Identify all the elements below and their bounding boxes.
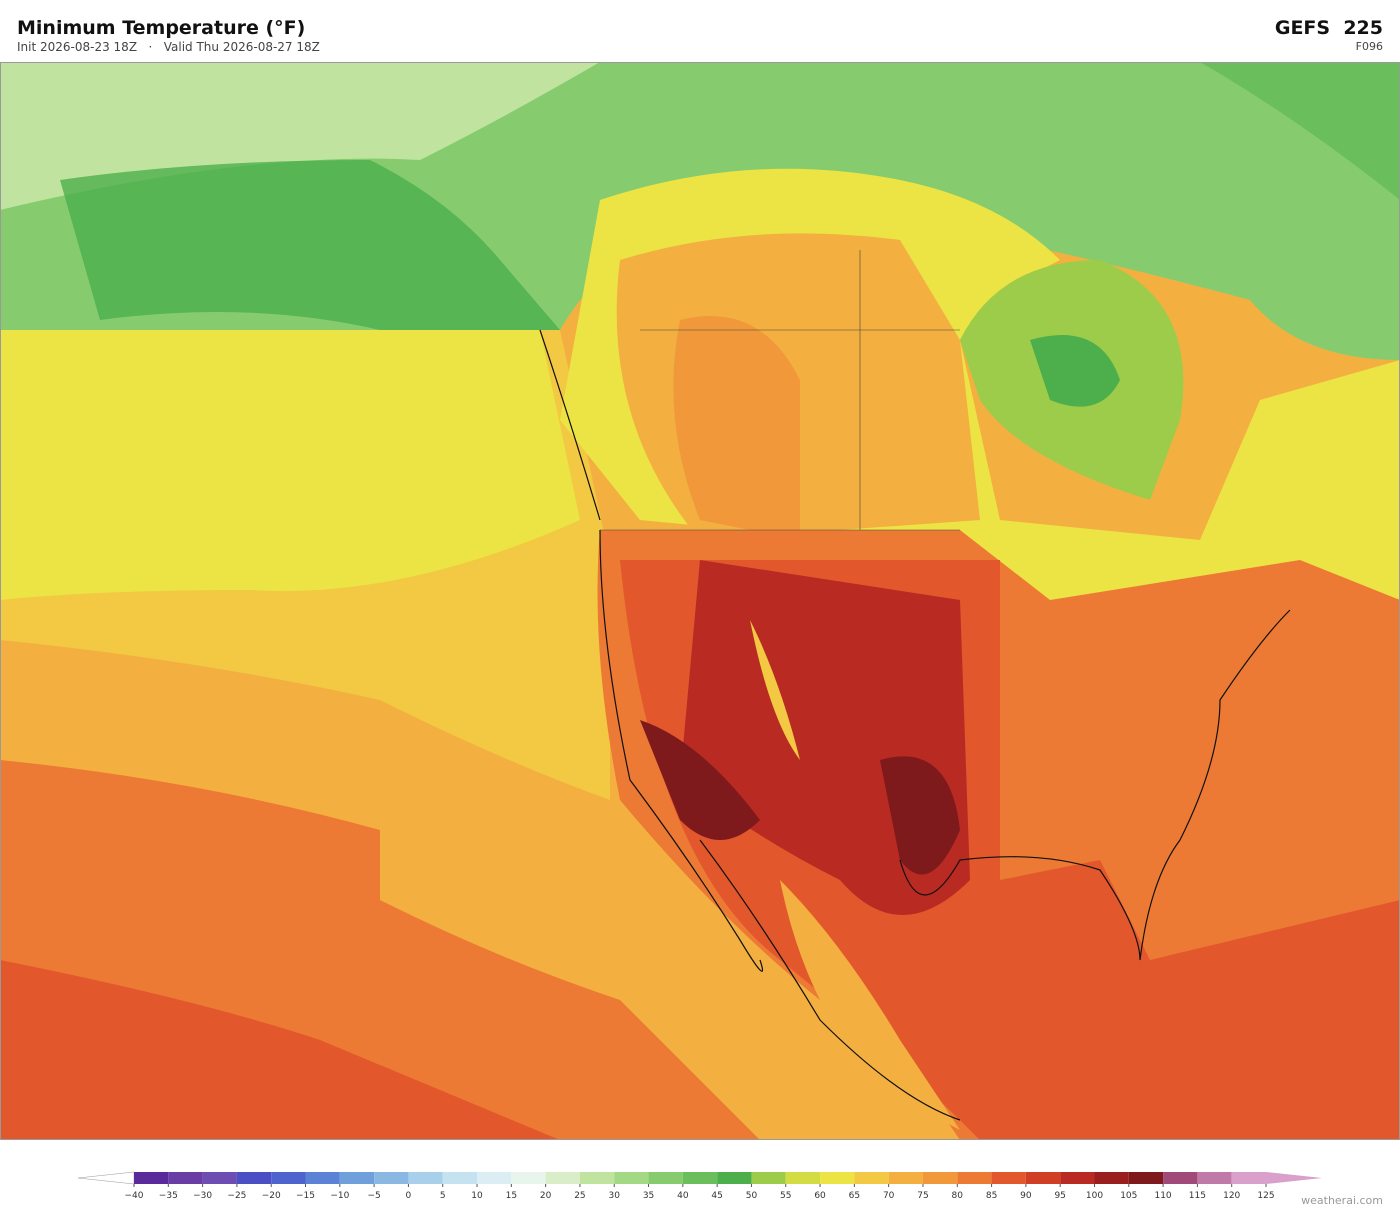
- colorbar-tick-label: 55: [780, 1191, 791, 1201]
- colorbar-tick-label: −40: [125, 1191, 144, 1201]
- color-bin: [1060, 1172, 1095, 1184]
- colorbar-tick-label: 0: [406, 1191, 412, 1201]
- color-bin: [1094, 1172, 1129, 1184]
- color-bin: [168, 1172, 203, 1184]
- colorbar-tick-label: 40: [677, 1191, 689, 1201]
- colorbar-tick-label: 105: [1120, 1191, 1137, 1201]
- colorbar-tick-label: 95: [1054, 1191, 1065, 1201]
- color-bin: [339, 1172, 375, 1184]
- colorbar-tick-label: 50: [746, 1191, 758, 1201]
- subtitle: Init 2026-08-23 18Z · Valid Thu 2026-08-…: [17, 40, 320, 54]
- color-bin: [477, 1172, 512, 1184]
- colorbar-over: [1266, 1172, 1322, 1184]
- colorbar-tick-label: 5: [440, 1191, 446, 1201]
- forecast-hour: F096: [1356, 40, 1383, 53]
- colorbar-tick-label: 70: [883, 1191, 895, 1201]
- colorbar-tick-label: 45: [711, 1191, 722, 1201]
- color-bin: [1128, 1172, 1164, 1184]
- color-bin: [1163, 1172, 1198, 1184]
- colorbar-tick-label: 75: [917, 1191, 928, 1201]
- color-bin: [271, 1172, 306, 1184]
- color-bin: [442, 1172, 478, 1184]
- map: [0, 62, 1400, 1140]
- color-bin: [648, 1172, 683, 1184]
- colorbar-tick-label: 120: [1223, 1191, 1240, 1201]
- colorbar-tick-label: −25: [227, 1191, 246, 1201]
- colorbar-tick-label: 25: [574, 1191, 585, 1201]
- color-bin: [374, 1172, 409, 1184]
- color-bin: [682, 1172, 718, 1184]
- colorbar-tick-label: 20: [540, 1191, 552, 1201]
- color-bin: [922, 1172, 958, 1184]
- color-bin: [202, 1172, 237, 1184]
- color-bin: [785, 1172, 821, 1184]
- colorbar-tick-label: 110: [1154, 1191, 1171, 1201]
- color-bin: [1025, 1172, 1061, 1184]
- color-bin: [614, 1172, 649, 1184]
- colorbar-tick-label: 30: [609, 1191, 621, 1201]
- color-bin: [579, 1172, 615, 1184]
- colorbar-tick-label: −30: [193, 1191, 212, 1201]
- colorbar-tick-label: 85: [986, 1191, 997, 1201]
- color-bin: [820, 1172, 855, 1184]
- color-bin: [854, 1172, 889, 1184]
- color-bin: [717, 1172, 752, 1184]
- colorbar-tick-label: 15: [506, 1191, 517, 1201]
- colorbar-tick-label: 80: [952, 1191, 964, 1201]
- colorbar-tick-label: 100: [1086, 1191, 1103, 1201]
- title: Minimum Temperature (°F): [17, 17, 305, 39]
- color-bin: [888, 1172, 923, 1184]
- colorbar-tick-label: 60: [814, 1191, 826, 1201]
- color-bin: [1197, 1172, 1232, 1184]
- colorbar-tick-label: −5: [367, 1191, 380, 1201]
- colorbar-tick-label: 125: [1257, 1191, 1274, 1201]
- color-bin: [408, 1172, 443, 1184]
- colorbar-tick-label: 90: [1020, 1191, 1032, 1201]
- color-bin: [991, 1172, 1026, 1184]
- colorbar-under: [77, 1171, 135, 1185]
- color-bin: [511, 1172, 546, 1184]
- model: GEFS 225: [1275, 17, 1383, 39]
- color-bin: [305, 1172, 340, 1184]
- color-bin: [236, 1172, 272, 1184]
- colorbar: −40 −35 −30 −25 −20 −15 −10 −5 0 5 10 15 20 25 30 35 40 4…: [77, 1171, 1322, 1201]
- color-bin: [751, 1172, 786, 1184]
- colorbar-tick-label: 115: [1189, 1191, 1206, 1201]
- colorbar-tick-label: 35: [643, 1191, 654, 1201]
- color-bin: [545, 1172, 580, 1184]
- colorbar-tick-label: 65: [849, 1191, 860, 1201]
- colorbar-tick-label: −35: [159, 1191, 178, 1201]
- colorbar-tick-label: −20: [262, 1191, 281, 1201]
- colorbar-tick-label: −10: [330, 1191, 349, 1201]
- colorbar-tick-label: 10: [471, 1191, 483, 1201]
- watermark: weatherai.com: [1301, 1194, 1383, 1207]
- color-bin: [1231, 1172, 1266, 1184]
- colorbar-tick-label: −15: [296, 1191, 315, 1201]
- color-bin: [134, 1172, 169, 1184]
- color-bin: [957, 1172, 992, 1184]
